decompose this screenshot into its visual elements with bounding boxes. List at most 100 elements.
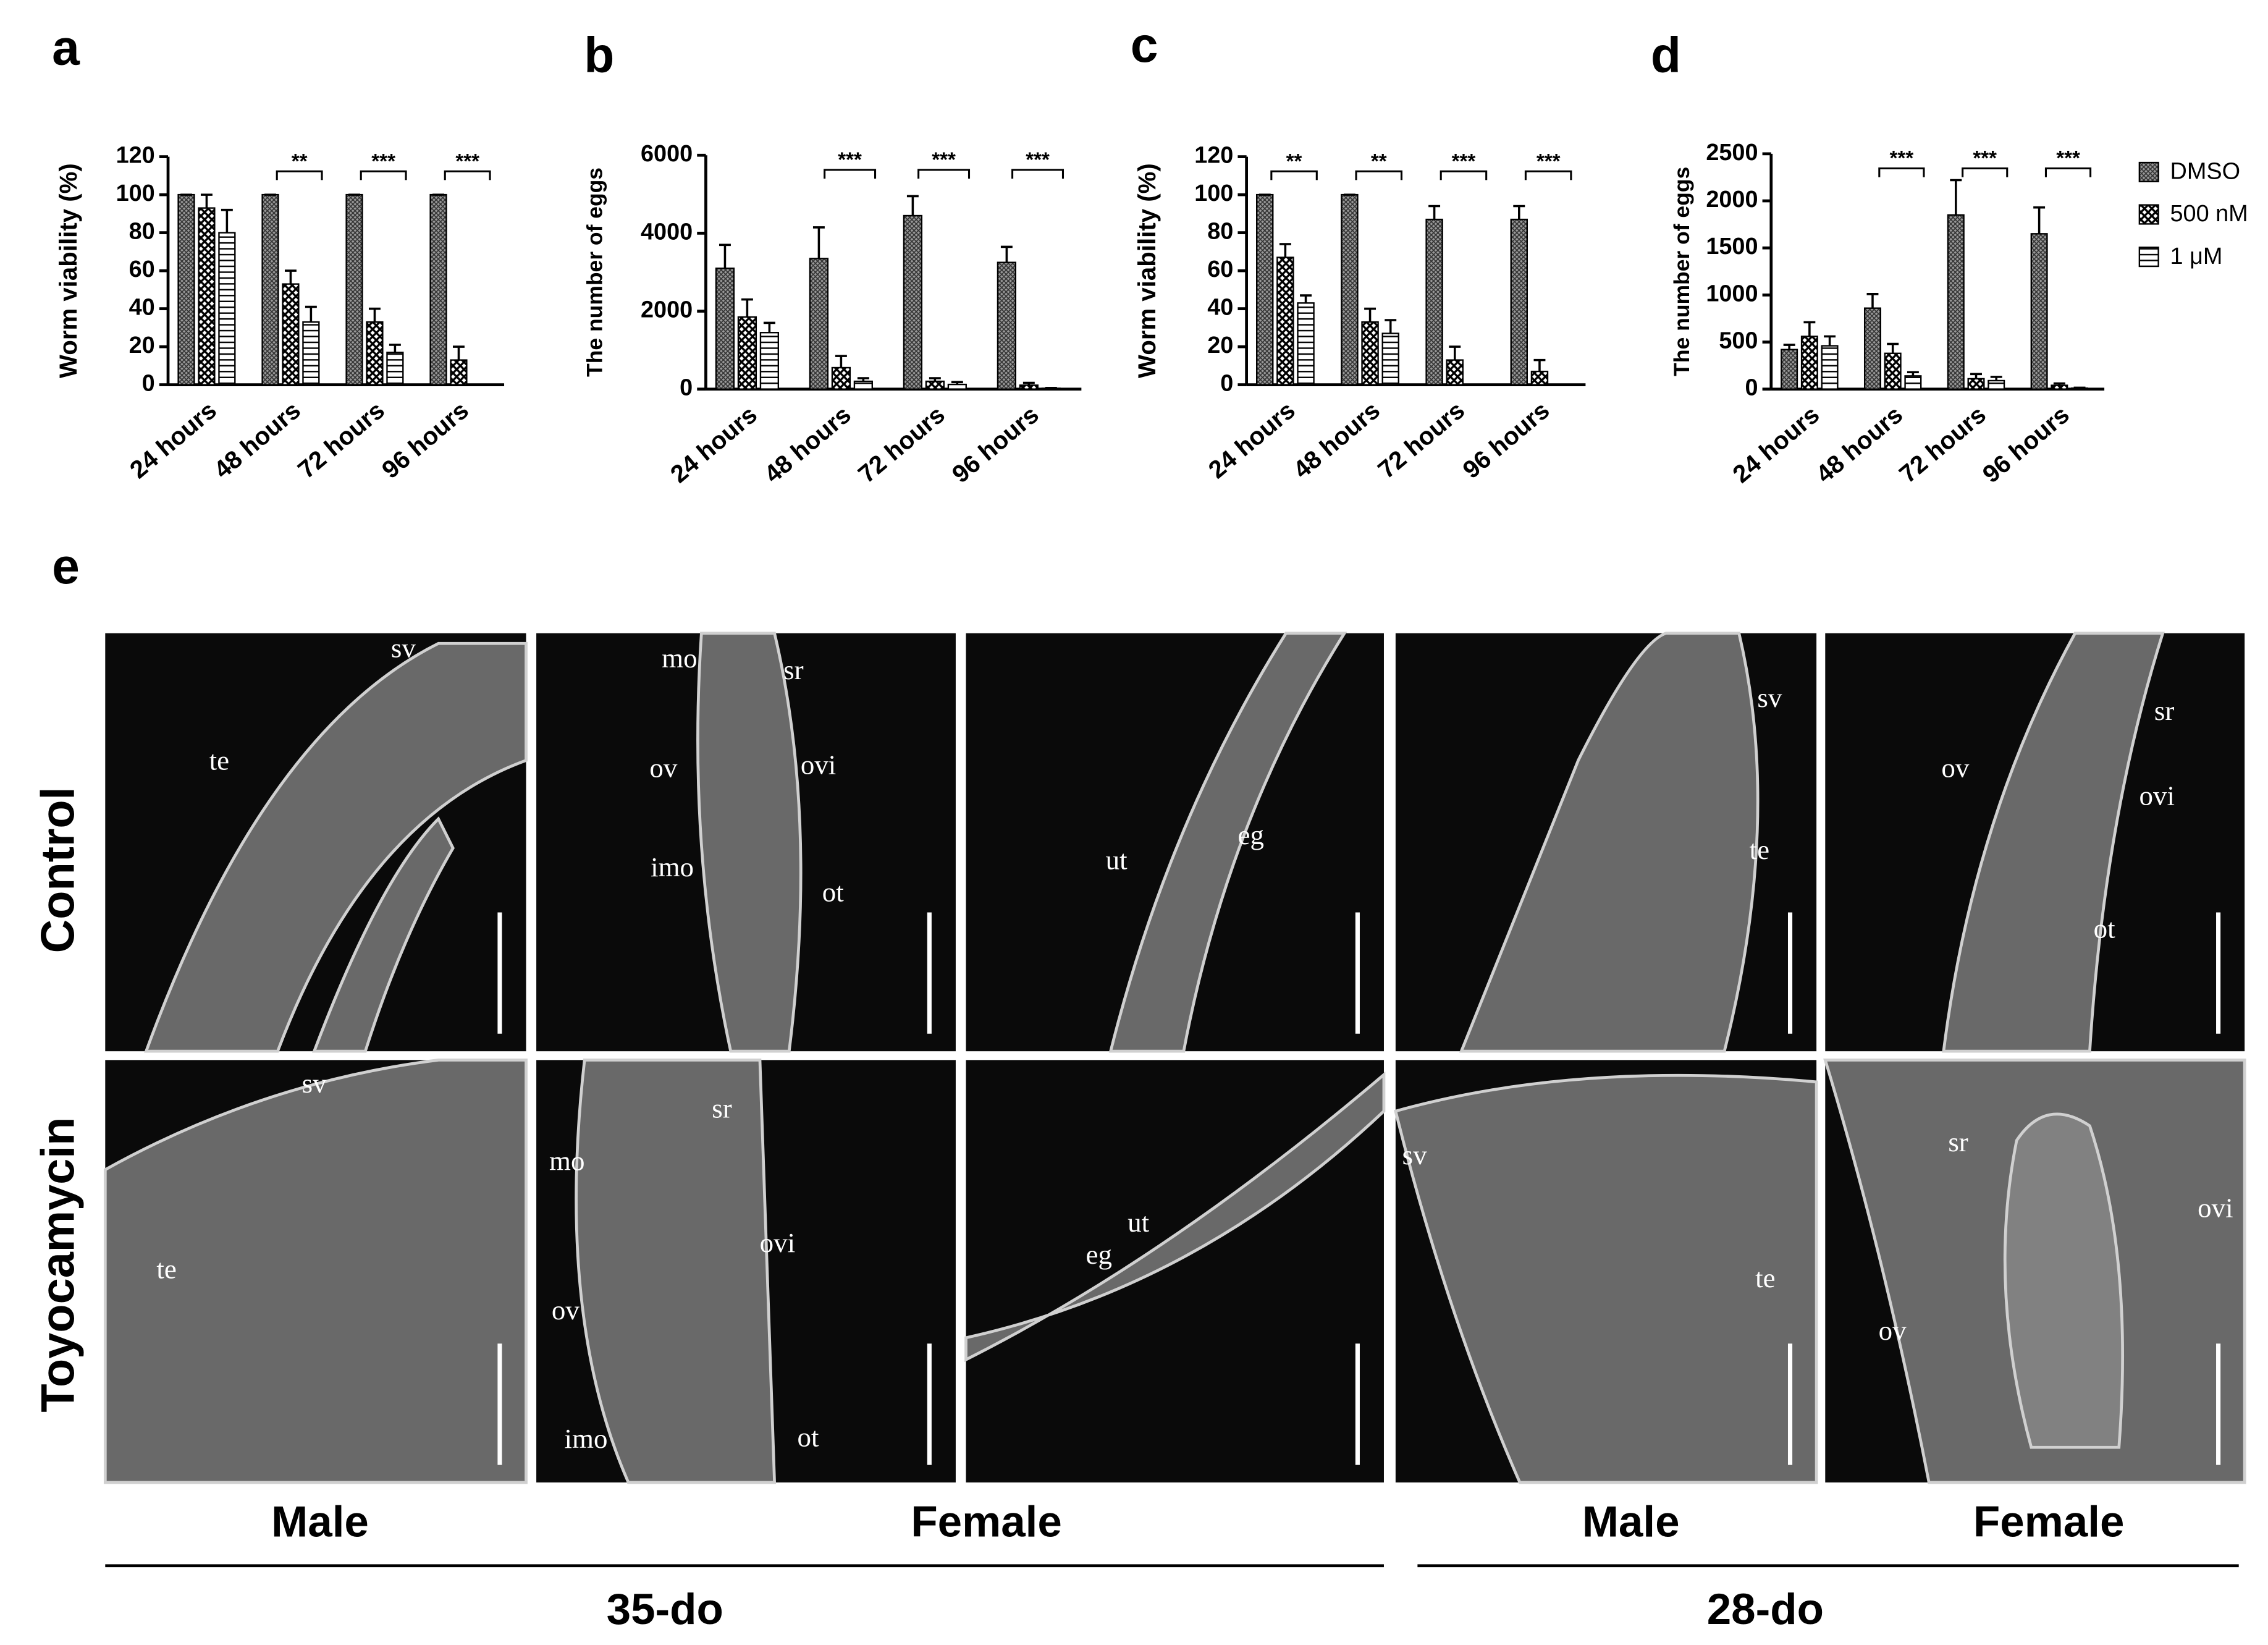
legend-label: 500 nM bbox=[2170, 201, 2248, 227]
error-bar bbox=[951, 381, 963, 385]
worm-tissue bbox=[1942, 632, 2165, 1053]
structure-label: ov bbox=[552, 1295, 580, 1326]
error-bar bbox=[1364, 307, 1376, 323]
error-bar bbox=[1279, 243, 1291, 258]
bar bbox=[1988, 379, 2005, 390]
error-bar bbox=[200, 193, 213, 208]
panel-label: e bbox=[52, 539, 80, 594]
error-bar bbox=[1533, 358, 1546, 372]
bar bbox=[302, 321, 320, 386]
error-bar bbox=[2073, 386, 2086, 389]
error-bar bbox=[1428, 205, 1441, 220]
bar bbox=[1510, 218, 1528, 386]
structure-label: mo bbox=[549, 1146, 584, 1177]
micrograph bbox=[966, 1060, 1384, 1482]
legend-swatch bbox=[2138, 161, 2159, 182]
error-bar bbox=[2033, 206, 2046, 234]
structure-label: sv bbox=[391, 632, 416, 663]
worm-tissue bbox=[103, 1059, 528, 1484]
y-tick-label: 2000 bbox=[641, 297, 693, 323]
bar bbox=[1800, 336, 1818, 390]
bar bbox=[282, 283, 300, 386]
structure-label: sr bbox=[712, 1093, 731, 1123]
structure-label: te bbox=[156, 1254, 176, 1285]
bar bbox=[1425, 218, 1443, 386]
x-tick-label: 72 hours bbox=[853, 400, 950, 488]
structure-label: eg bbox=[1086, 1239, 1112, 1270]
y-tick-label: 100 bbox=[116, 180, 155, 206]
error-bar bbox=[812, 226, 825, 259]
structure-label: te bbox=[1750, 834, 1769, 865]
structure-label: ot bbox=[822, 876, 844, 907]
worm-tissue bbox=[1394, 1073, 1818, 1484]
x-tick-label: 48 hours bbox=[1288, 396, 1385, 484]
structure-label: ut bbox=[1128, 1207, 1149, 1238]
significance-label: *** bbox=[455, 150, 479, 173]
significance-label: *** bbox=[2056, 147, 2080, 170]
error-bar bbox=[1513, 205, 1525, 220]
significance-label: *** bbox=[1537, 150, 1561, 173]
bar bbox=[715, 267, 735, 390]
bar bbox=[386, 352, 404, 386]
y-tick-label: 60 bbox=[129, 256, 155, 282]
y-tick-label: 4000 bbox=[641, 219, 693, 245]
legend-label: DMSO bbox=[2170, 159, 2241, 185]
error-bar bbox=[1970, 373, 1982, 379]
error-bar bbox=[305, 305, 317, 323]
worm-tissue bbox=[696, 632, 803, 1053]
column-label: Female bbox=[911, 1497, 1062, 1546]
y-tick-label: 0 bbox=[1745, 375, 1758, 401]
significance-bracket bbox=[2044, 167, 2092, 177]
structure-label: ovi bbox=[760, 1227, 795, 1258]
y-tick-label: 60 bbox=[1207, 256, 1233, 282]
panel-label: c bbox=[1131, 17, 1158, 73]
error-bar bbox=[389, 344, 401, 353]
x-tick-label: 96 hours bbox=[946, 400, 1043, 488]
error-bar bbox=[1907, 371, 1919, 376]
structure-label: ot bbox=[2094, 913, 2115, 944]
significance-bracket bbox=[360, 170, 407, 180]
y-axis-label: The number of eggs bbox=[1669, 167, 1694, 376]
bar bbox=[1781, 349, 1798, 390]
significance-label: *** bbox=[932, 148, 956, 171]
error-bar bbox=[835, 355, 847, 368]
bar bbox=[198, 207, 216, 386]
significance-label: *** bbox=[1026, 148, 1050, 171]
error-bar bbox=[1783, 344, 1795, 350]
structure-label: eg bbox=[1238, 819, 1264, 850]
significance-bracket bbox=[1962, 167, 2009, 177]
bar bbox=[1019, 384, 1039, 390]
y-tick-label: 1500 bbox=[1706, 234, 1758, 260]
error-bar bbox=[719, 243, 731, 269]
y-tick-label: 120 bbox=[116, 143, 155, 169]
error-bar bbox=[1990, 376, 2002, 381]
significance-label: ** bbox=[292, 150, 308, 173]
bar bbox=[925, 380, 945, 390]
bar bbox=[831, 366, 851, 390]
bar bbox=[261, 193, 279, 386]
x-tick-label: 96 hours bbox=[1457, 396, 1554, 484]
bar bbox=[1297, 302, 1315, 386]
bar bbox=[366, 321, 384, 386]
bar bbox=[1256, 193, 1274, 386]
error-bar bbox=[368, 307, 381, 323]
panel-label: d bbox=[1651, 27, 1681, 83]
structure-label: te bbox=[209, 745, 229, 776]
panel-label: b bbox=[584, 27, 614, 83]
structure-label: ovi bbox=[2139, 780, 2175, 811]
structure-label: ov bbox=[649, 752, 677, 783]
significance-bracket bbox=[1440, 170, 1488, 180]
error-bar bbox=[1887, 342, 1899, 353]
y-axis-label: Worm viability (%) bbox=[54, 163, 82, 378]
bar bbox=[429, 193, 447, 386]
worm-tissue bbox=[1108, 632, 1347, 1053]
y-tick-label: 80 bbox=[1207, 219, 1233, 245]
y-tick-label: 40 bbox=[1207, 295, 1233, 321]
y-tick-label: 20 bbox=[129, 332, 155, 358]
structure-label: sr bbox=[783, 654, 803, 685]
error-bar bbox=[1866, 293, 1879, 308]
worm-tissue bbox=[312, 816, 455, 1053]
significance-label: *** bbox=[1890, 147, 1914, 170]
structure-label: ov bbox=[1941, 752, 1969, 783]
error-bar bbox=[857, 377, 869, 382]
